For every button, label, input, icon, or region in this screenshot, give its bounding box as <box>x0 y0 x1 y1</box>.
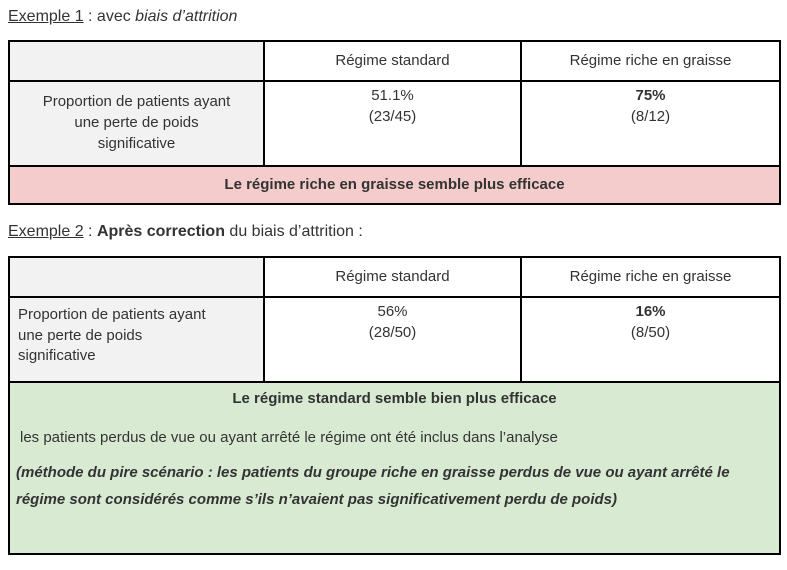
example2-row-label: Proportion de patients ayant une perte d… <box>8 296 265 383</box>
example2-heading-underlined: Exemple 2 <box>8 223 84 240</box>
example2-conclusion-banner: Le régime standard semble bien plus effi… <box>8 381 781 555</box>
example2-standard-cell: 56% (28/50) <box>263 296 522 383</box>
example2-row-label-text: Proportion de patients ayant une perte d… <box>18 306 206 365</box>
example1-row-label-text: Proportion de patients ayant une perte d… <box>42 93 231 152</box>
example2-standard-percent: 56% <box>377 303 408 320</box>
example1-header-row: Régime standard Régime riche en graisse <box>8 40 781 82</box>
example1-data-row: Proportion de patients ayant une perte d… <box>8 80 781 167</box>
example1-heading-italic: biais d’attrition <box>135 8 238 25</box>
example2-conclusion-row: Le régime standard semble bien plus effi… <box>8 381 781 555</box>
example1-standard-cell: 51.1% (23/45) <box>263 80 522 167</box>
example2-standard-fraction: (28/50) <box>368 323 417 341</box>
example2-corner-cell <box>8 256 265 298</box>
example1-conclusion-row: Le régime riche en graisse semble plus e… <box>8 165 781 205</box>
example1-heading-separator: : avec <box>83 8 136 25</box>
example1-rich-cell: 75% (8/12) <box>520 80 781 167</box>
example2-col-header-standard: Régime standard <box>263 256 522 298</box>
example1-col-header-rich: Régime riche en graisse <box>520 40 781 82</box>
example2-rich-cell: 16% (8/50) <box>520 296 781 383</box>
example1-row-label: Proportion de patients ayant une perte d… <box>8 80 265 167</box>
example2-conclusion-text: Le régime standard semble bien plus effi… <box>232 390 557 407</box>
example1-heading-underlined: Exemple 1 <box>8 8 84 25</box>
example1-rich-fraction: (8/12) <box>630 107 671 125</box>
example1-standard-percent: 51.1% <box>371 87 414 104</box>
example1-col-header-standard: Régime standard <box>263 40 522 82</box>
example1-corner-cell <box>8 40 265 82</box>
example2-header-row: Régime standard Régime riche en graisse <box>8 256 781 298</box>
example2-note-inclusion: les patients perdus de vue ou ayant arrê… <box>20 428 558 446</box>
example1-standard-fraction: (23/45) <box>368 107 417 125</box>
example1-table: Régime standard Régime riche en graisse … <box>8 40 781 205</box>
example2-note-worst-case: (méthode du pire scénario : les patients… <box>16 464 730 508</box>
example2-heading-separator: : <box>83 223 97 240</box>
example1-rich-percent: 75% <box>635 87 666 104</box>
example2-heading-bold: Après correction <box>96 223 225 240</box>
example2-rich-fraction: (8/50) <box>630 323 671 341</box>
example2-heading-rest: du biais d’attrition : <box>224 223 363 240</box>
example1-heading: Exemple 1 : avec biais d’attrition <box>8 6 779 28</box>
example2-col-header-rich: Régime riche en graisse <box>520 256 781 298</box>
example2-heading: Exemple 2 : Après correction du biais d’… <box>8 221 779 243</box>
example2-rich-percent: 16% <box>635 303 666 320</box>
example2-table: Régime standard Régime riche en graisse … <box>8 256 781 555</box>
example1-conclusion-banner: Le régime riche en graisse semble plus e… <box>8 165 781 205</box>
example2-data-row: Proportion de patients ayant une perte d… <box>8 296 781 383</box>
